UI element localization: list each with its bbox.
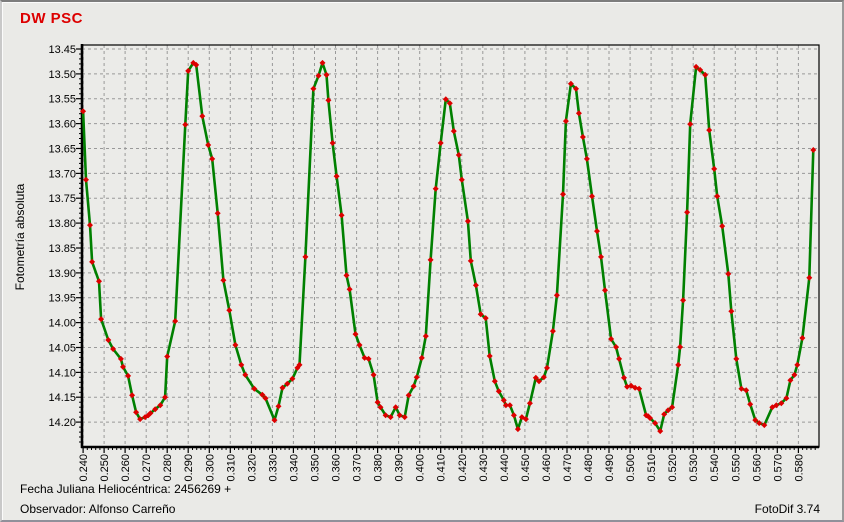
svg-text:0.500: 0.500 [625,454,637,482]
svg-text:0.580: 0.580 [793,454,805,482]
svg-text:0.490: 0.490 [604,454,616,482]
svg-text:13.45: 13.45 [48,44,76,56]
svg-text:0.550: 0.550 [730,454,742,482]
svg-text:0.280: 0.280 [162,454,174,482]
svg-text:0.350: 0.350 [310,454,322,482]
svg-text:0.330: 0.330 [267,454,279,482]
svg-text:0.270: 0.270 [141,454,153,482]
svg-text:0.370: 0.370 [352,454,364,482]
svg-text:0.510: 0.510 [646,454,658,482]
svg-text:14.15: 14.15 [48,392,76,404]
svg-text:14.10: 14.10 [48,367,76,379]
svg-text:14.20: 14.20 [48,417,76,429]
svg-text:0.420: 0.420 [457,454,469,482]
svg-text:0.450: 0.450 [520,454,532,482]
svg-text:0.480: 0.480 [583,454,595,482]
svg-text:13.75: 13.75 [48,193,76,205]
svg-text:14.05: 14.05 [48,343,76,355]
svg-text:0.520: 0.520 [667,454,679,482]
svg-text:0.260: 0.260 [120,454,132,482]
svg-text:0.360: 0.360 [331,454,343,482]
svg-text:0.470: 0.470 [562,454,574,482]
svg-text:0.530: 0.530 [688,454,700,482]
svg-text:0.390: 0.390 [394,454,406,482]
svg-text:0.540: 0.540 [709,454,721,482]
svg-text:0.560: 0.560 [751,454,763,482]
svg-text:13.50: 13.50 [48,69,76,81]
y-axis-title: Fotometría absoluta [13,183,27,291]
svg-text:13.55: 13.55 [48,94,76,106]
svg-text:0.250: 0.250 [99,454,111,482]
svg-text:13.65: 13.65 [48,144,76,156]
svg-text:13.70: 13.70 [48,168,76,180]
svg-text:0.340: 0.340 [288,454,300,482]
julian-date-label: Fecha Juliana Heliocéntrica: 2456269 + [20,482,232,496]
svg-text:0.310: 0.310 [225,454,237,482]
svg-text:14.00: 14.00 [48,318,76,330]
svg-text:0.410: 0.410 [436,454,448,482]
svg-text:0.300: 0.300 [204,454,216,482]
svg-text:13.90: 13.90 [48,268,76,280]
svg-text:13.85: 13.85 [48,243,76,255]
svg-text:0.570: 0.570 [772,454,784,482]
svg-text:0.400: 0.400 [415,454,427,482]
svg-text:0.380: 0.380 [373,454,385,482]
svg-text:0.320: 0.320 [246,454,258,482]
svg-text:0.430: 0.430 [478,454,490,482]
svg-text:0.440: 0.440 [499,454,511,482]
svg-text:0.240: 0.240 [78,454,90,482]
svg-text:13.95: 13.95 [48,293,76,305]
chart-title: DW PSC [20,10,83,27]
svg-text:0.460: 0.460 [541,454,553,482]
app-version-label: FotoDif 3.74 [754,502,820,516]
observer-label: Observador: Alfonso Carreño [20,502,176,516]
svg-text:13.80: 13.80 [48,218,76,230]
svg-text:13.60: 13.60 [48,119,76,131]
svg-text:0.290: 0.290 [183,454,195,482]
